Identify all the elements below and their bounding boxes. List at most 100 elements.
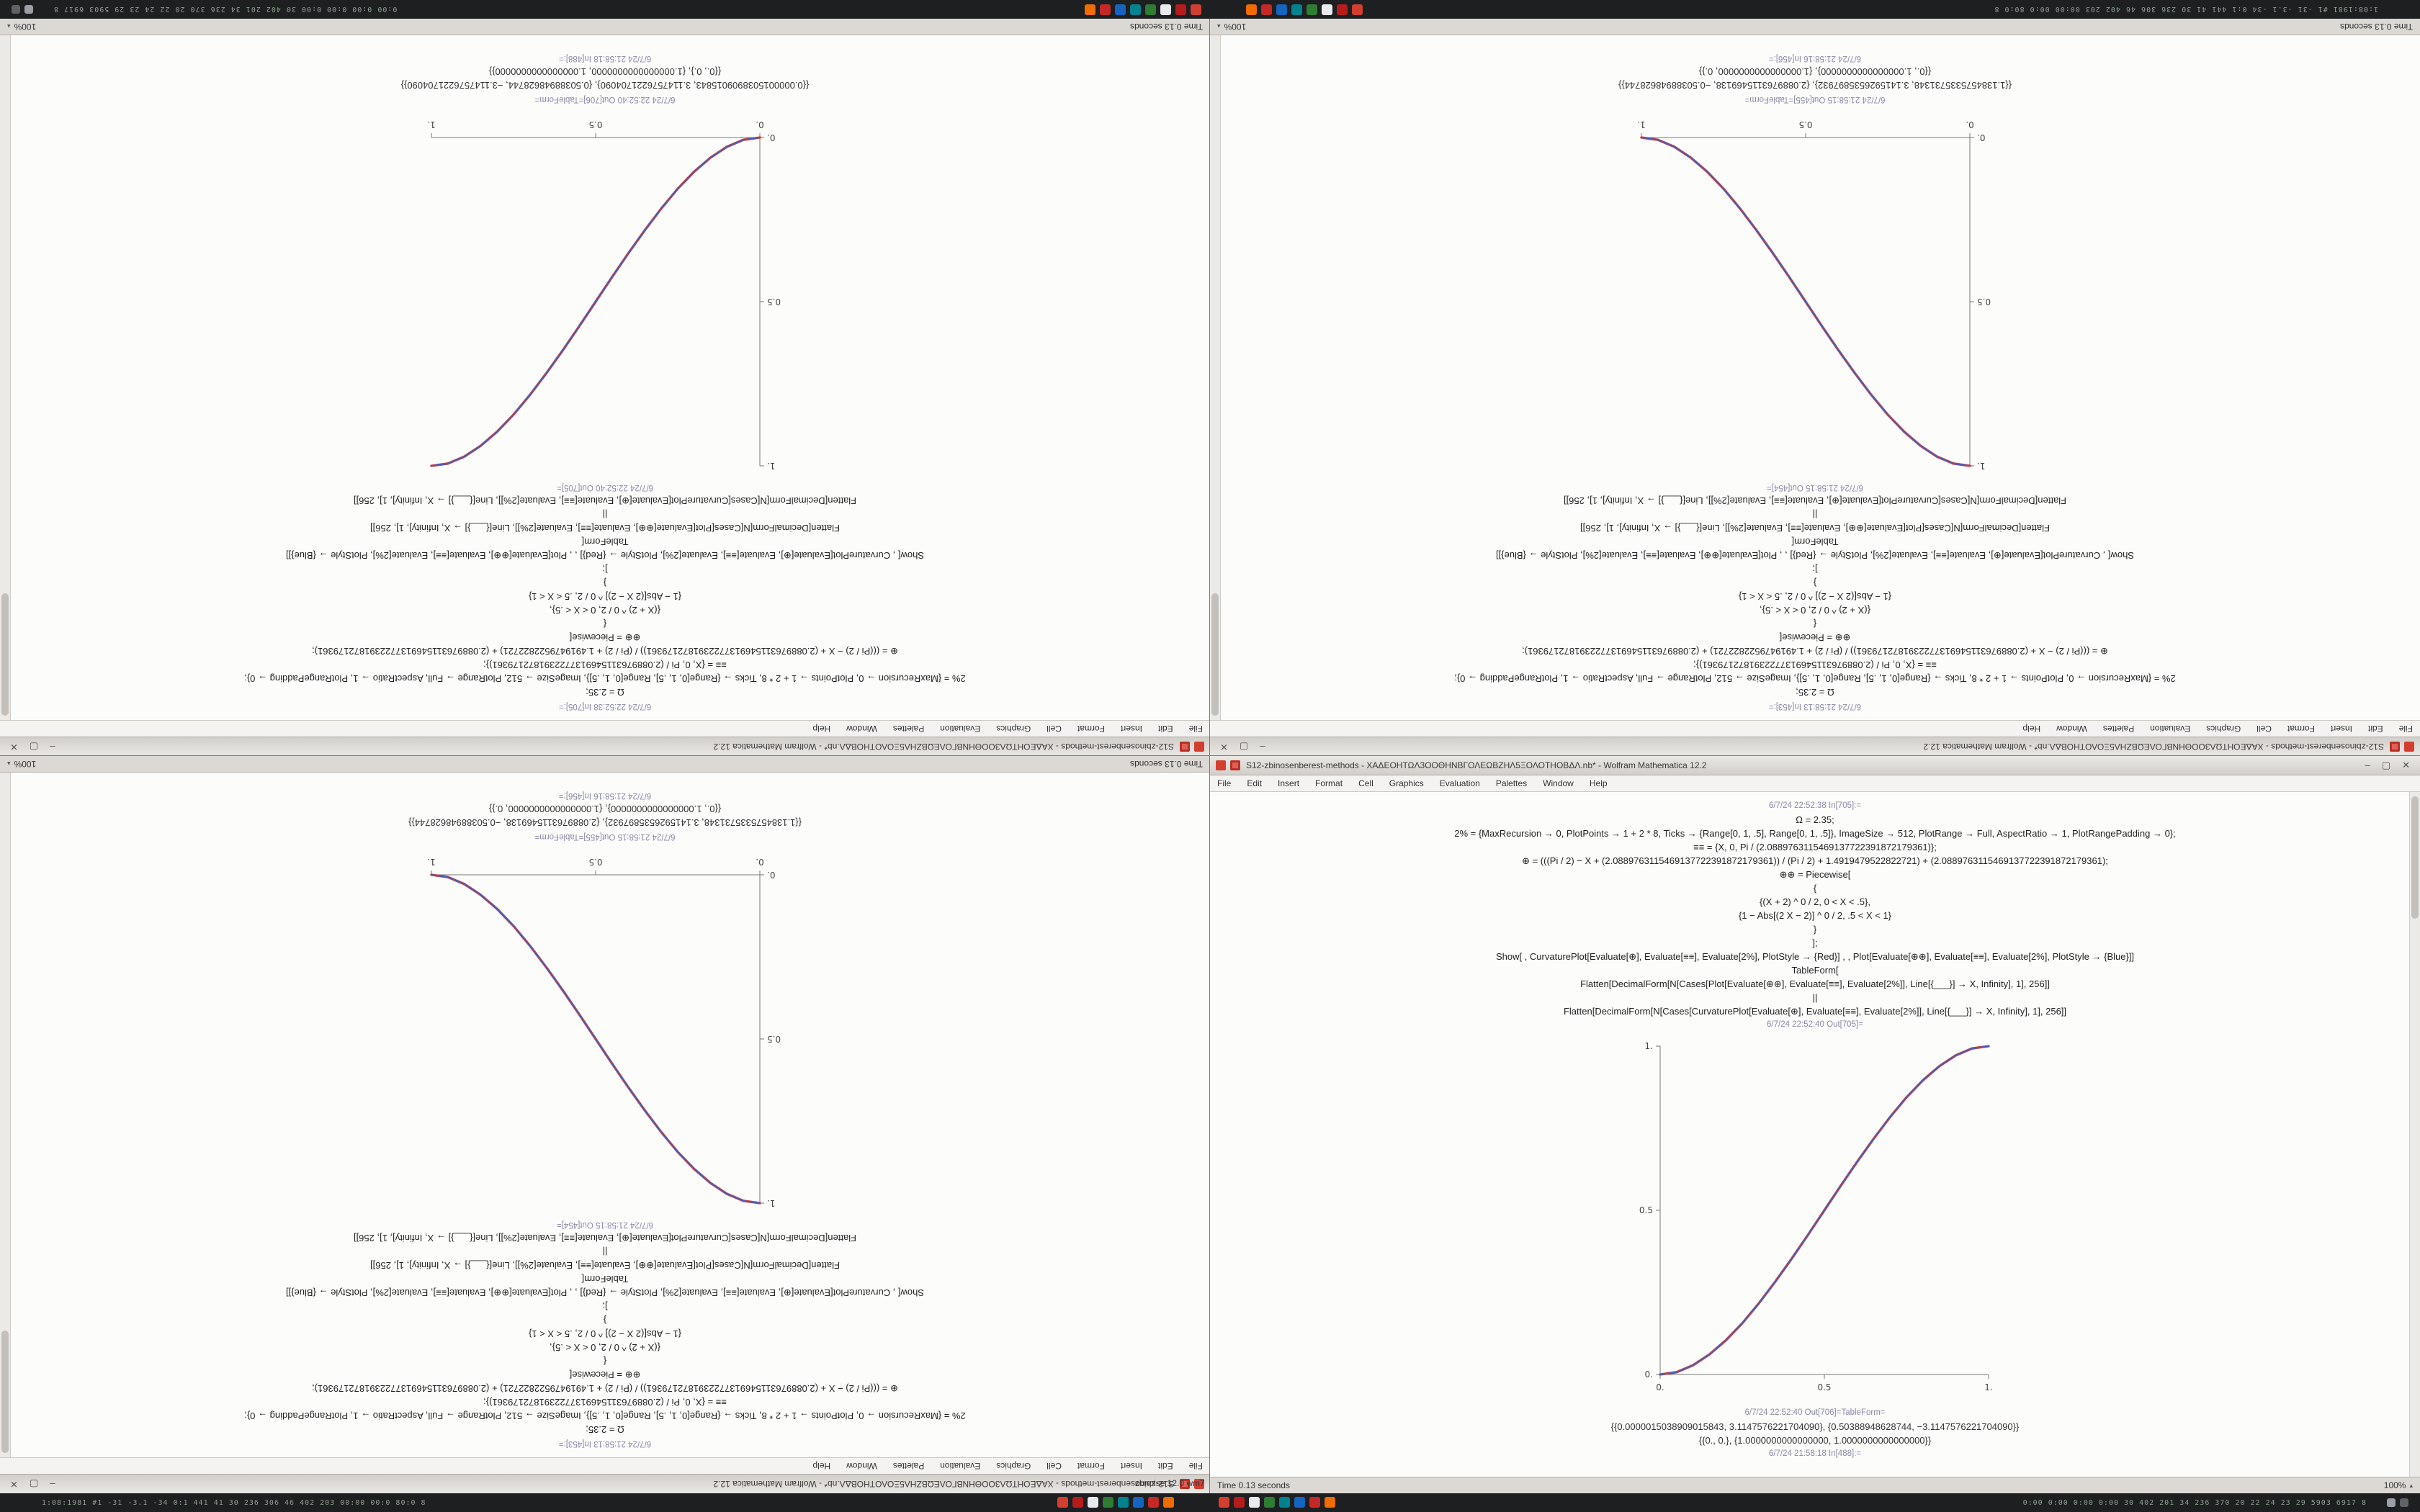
menu-graphics[interactable]: Graphics bbox=[2206, 724, 2241, 734]
close-button[interactable]: ✕ bbox=[10, 1479, 18, 1490]
menu-cell[interactable]: Cell bbox=[1358, 778, 1373, 788]
vertical-scrollbar[interactable] bbox=[1210, 35, 1221, 720]
tray-icon-light[interactable] bbox=[24, 5, 33, 14]
menu-insert[interactable]: Insert bbox=[1120, 724, 1142, 734]
menu-format[interactable]: Format bbox=[2287, 724, 2315, 734]
menu-palettes[interactable]: Palettes bbox=[2102, 724, 2135, 734]
taskbar-app-icon-crimson[interactable] bbox=[1148, 1497, 1159, 1508]
taskbar-app-icon-crimson[interactable] bbox=[1309, 1497, 1320, 1508]
menu-graphics[interactable]: Graphics bbox=[996, 724, 1031, 734]
menu-file[interactable]: File bbox=[2398, 724, 2413, 734]
menu-window[interactable]: Window bbox=[1543, 778, 1574, 788]
minimize-button[interactable]: – bbox=[1260, 742, 1265, 752]
taskbar-app-icon-white[interactable] bbox=[1088, 1497, 1098, 1508]
minimize-button[interactable]: – bbox=[50, 742, 55, 752]
minimize-button[interactable]: – bbox=[50, 1479, 55, 1490]
menu-help[interactable]: Help bbox=[1589, 778, 1608, 788]
zoom-control[interactable]: 100% ▴ bbox=[7, 22, 36, 32]
taskbar-app-icon-green[interactable] bbox=[1103, 1497, 1113, 1508]
taskbar-app-icon-white[interactable] bbox=[1322, 4, 1332, 15]
taskbar-app-icon-darkred[interactable] bbox=[1337, 4, 1348, 15]
window-titlebar[interactable]: S12-zbinosenberest-methods - XAΔΕΟΗΤΩΛ3Ο… bbox=[1210, 737, 2420, 756]
zoom-control[interactable]: 100% ▴ bbox=[1217, 22, 1246, 32]
taskbar-app-icon-crimson[interactable] bbox=[1100, 4, 1111, 15]
taskbar-app-icon-teal[interactable] bbox=[1130, 4, 1141, 15]
maximize-button[interactable]: ▢ bbox=[29, 1479, 39, 1490]
menu-graphics[interactable]: Graphics bbox=[1389, 778, 1424, 788]
taskbar-bottom[interactable]: 1:08:1981 #1 -31 -3.1 -34 0:1 441 41 30 … bbox=[0, 1493, 2420, 1512]
menu-file[interactable]: File bbox=[1217, 778, 1232, 788]
tray-icon-dark[interactable] bbox=[2400, 1498, 2408, 1507]
taskbar-app-icon-orange[interactable] bbox=[1325, 1497, 1335, 1508]
maximize-button[interactable]: ▢ bbox=[1239, 742, 1249, 752]
taskbar-app-icon-white[interactable] bbox=[1249, 1497, 1260, 1508]
taskbar-app-icon-red[interactable] bbox=[1057, 1497, 1068, 1508]
window-titlebar[interactable]: S12-zbinosenberest-methods - XAΔΕΟΗΤΩΛ3Ο… bbox=[0, 737, 1210, 756]
menu-edit[interactable]: Edit bbox=[2367, 724, 2383, 734]
menu-help[interactable]: Help bbox=[812, 724, 831, 734]
maximize-button[interactable]: ▢ bbox=[29, 742, 39, 752]
menu-evaluation[interactable]: Evaluation bbox=[940, 724, 981, 734]
taskbar-top[interactable]: 1:08:1981 #1 -31 -3.1 -34 0:1 441 41 30 … bbox=[0, 0, 2420, 19]
taskbar-app-icon-teal[interactable] bbox=[1279, 1497, 1290, 1508]
menu-evaluation[interactable]: Evaluation bbox=[940, 1461, 981, 1471]
taskbar-app-icon-darkred[interactable] bbox=[1072, 1497, 1083, 1508]
menu-evaluation[interactable]: Evaluation bbox=[2150, 724, 2191, 734]
taskbar-app-icon-blue[interactable] bbox=[1115, 4, 1126, 15]
taskbar-app-icon-darkred[interactable] bbox=[1234, 1497, 1245, 1508]
menu-window[interactable]: Window bbox=[2056, 724, 2087, 734]
taskbar-app-icon-blue[interactable] bbox=[1294, 1497, 1305, 1508]
menu-window[interactable]: Window bbox=[846, 1461, 877, 1471]
taskbar-app-icon-white[interactable] bbox=[1160, 4, 1171, 15]
vertical-scrollbar[interactable] bbox=[0, 773, 11, 1457]
menu-cell[interactable]: Cell bbox=[1047, 724, 1062, 734]
menu-file[interactable]: File bbox=[1188, 724, 1203, 734]
minimize-button[interactable]: – bbox=[2365, 760, 2370, 770]
taskbar-app-icon-red[interactable] bbox=[1219, 1497, 1229, 1508]
taskbar-app-icon-red[interactable] bbox=[1191, 4, 1201, 15]
vertical-scrollbar[interactable] bbox=[0, 35, 11, 720]
menu-palettes[interactable]: Palettes bbox=[892, 724, 925, 734]
taskbar-app-icon-green[interactable] bbox=[1264, 1497, 1275, 1508]
menu-help[interactable]: Help bbox=[812, 1461, 831, 1471]
menu-format[interactable]: Format bbox=[1077, 724, 1105, 734]
menu-insert[interactable]: Insert bbox=[1278, 778, 1300, 788]
menu-graphics[interactable]: Graphics bbox=[996, 1461, 1031, 1471]
menu-edit[interactable]: Edit bbox=[1247, 778, 1263, 788]
close-button[interactable]: ✕ bbox=[10, 742, 18, 752]
vertical-scrollbar[interactable] bbox=[2409, 792, 2420, 1477]
taskbar-app-icon-orange[interactable] bbox=[1246, 4, 1257, 15]
close-button[interactable]: ✕ bbox=[1220, 742, 1228, 752]
tray-icon-dark[interactable] bbox=[12, 5, 20, 14]
taskbar-app-icon-green[interactable] bbox=[1307, 4, 1317, 15]
tray-icon-light[interactable] bbox=[2387, 1498, 2396, 1507]
zoom-control[interactable]: 100% ▴ bbox=[7, 759, 36, 769]
menu-format[interactable]: Format bbox=[1315, 778, 1343, 788]
menu-palettes[interactable]: Palettes bbox=[892, 1461, 925, 1471]
menu-evaluation[interactable]: Evaluation bbox=[1439, 778, 1480, 788]
scrollbar-thumb[interactable] bbox=[1, 593, 9, 716]
menu-cell[interactable]: Cell bbox=[2257, 724, 2272, 734]
taskbar-app-icon-crimson[interactable] bbox=[1261, 4, 1272, 15]
taskbar-app-icon-darkred[interactable] bbox=[1175, 4, 1186, 15]
menu-format[interactable]: Format bbox=[1077, 1461, 1105, 1471]
menu-insert[interactable]: Insert bbox=[1120, 1461, 1142, 1471]
scrollbar-thumb[interactable] bbox=[1211, 593, 1219, 716]
taskbar-app-icon-green[interactable] bbox=[1145, 4, 1156, 15]
zoom-control[interactable]: 100% ▴ bbox=[2384, 1480, 2413, 1490]
menu-edit[interactable]: Edit bbox=[1157, 724, 1173, 734]
menu-window[interactable]: Window bbox=[846, 724, 877, 734]
scrollbar-thumb[interactable] bbox=[2411, 796, 2419, 919]
window-titlebar[interactable]: S12-zbinosenberest-methods - XAΔΕΟΗΤΩΛ3Ο… bbox=[0, 1474, 1210, 1493]
menu-help[interactable]: Help bbox=[2022, 724, 2041, 734]
window-titlebar[interactable]: S12-zbinosenberest-methods - XAΔΕΟΗΤΩΛ3Ο… bbox=[1210, 756, 2420, 775]
menu-file[interactable]: File bbox=[1188, 1461, 1203, 1471]
taskbar-app-icon-red[interactable] bbox=[1352, 4, 1363, 15]
taskbar-app-icon-teal[interactable] bbox=[1291, 4, 1302, 15]
menu-cell[interactable]: Cell bbox=[1047, 1461, 1062, 1471]
scrollbar-thumb[interactable] bbox=[1, 1331, 9, 1453]
taskbar-app-icon-blue[interactable] bbox=[1276, 4, 1287, 15]
taskbar-app-icon-orange[interactable] bbox=[1085, 4, 1095, 15]
menu-edit[interactable]: Edit bbox=[1157, 1461, 1173, 1471]
taskbar-app-icon-blue[interactable] bbox=[1133, 1497, 1144, 1508]
